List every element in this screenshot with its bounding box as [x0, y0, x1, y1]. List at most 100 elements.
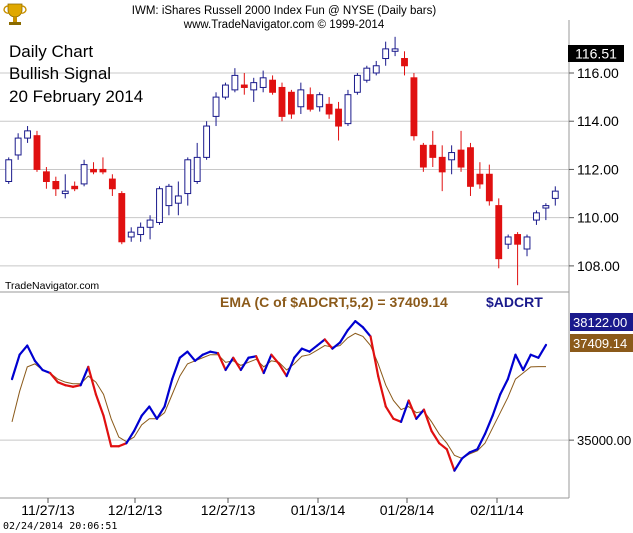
candle-up	[184, 159, 192, 195]
adcrt-line-segment	[323, 338, 334, 350]
adcrt-line-segment	[255, 355, 265, 375]
candle-up	[391, 48, 399, 52]
candle-up	[372, 65, 380, 74]
candle-down	[42, 171, 50, 182]
adcrt-line-segment	[117, 442, 128, 448]
candle-up	[363, 67, 371, 81]
candle-up	[551, 190, 559, 199]
indicator-tick-label: 35000.00	[577, 433, 631, 448]
adcrt-line-segment	[201, 350, 212, 356]
last-price-label: 116.51	[575, 46, 617, 62]
adcrt-line-segment	[407, 399, 418, 420]
adcrt-line-segment	[277, 362, 288, 378]
candle-up	[259, 77, 267, 88]
candle-down	[467, 147, 474, 187]
overlay-line-2: Bullish Signal	[9, 64, 111, 83]
candle-up	[533, 212, 540, 221]
adcrt-line-segment	[438, 442, 448, 451]
candle-up	[61, 190, 69, 195]
adcrt-line-segment	[354, 320, 365, 329]
adcrt-line-segment	[445, 448, 456, 472]
adcrt-line-segment	[293, 347, 303, 359]
adcrt-line-segment	[79, 365, 90, 387]
adcrt-line-segment	[224, 356, 235, 372]
candle-up	[212, 96, 220, 117]
adcrt-line-segment	[18, 344, 29, 356]
adcrt-line-segment	[415, 408, 426, 420]
candle-down	[335, 108, 342, 127]
adcrt-line-segment	[171, 356, 181, 381]
adcrt-line-segment	[239, 356, 250, 372]
copyright-text: www.TradeNavigator.com © 1999-2014	[183, 19, 385, 31]
candle-down	[325, 103, 333, 115]
candle-up	[137, 226, 145, 236]
adcrt-line-segment	[64, 384, 75, 388]
adcrt-line-segment	[514, 353, 525, 372]
adcrt-line-segment	[140, 405, 151, 417]
adcrt-line-segment	[460, 451, 471, 460]
adcrt-line-segment	[87, 365, 98, 396]
candle-down	[429, 144, 437, 158]
adcrt-line-segment	[338, 329, 349, 344]
ema-value-badge	[570, 334, 633, 352]
adcrt-line-segment	[33, 359, 44, 372]
candle-up	[353, 74, 361, 93]
adcrt-line-segment	[102, 414, 113, 448]
adcrt-line-segment	[247, 355, 258, 359]
adcrt-line-segment	[346, 320, 357, 332]
candle-down	[99, 168, 107, 173]
candle-up	[193, 156, 201, 182]
candle-up	[165, 185, 173, 207]
candle-up	[297, 89, 305, 108]
candle-up	[203, 125, 211, 158]
adcrt-value-badge	[570, 313, 633, 331]
adcrt-line-segment	[491, 393, 502, 417]
adcrt-line-segment	[369, 335, 380, 378]
last-price-badge	[568, 45, 624, 62]
ema-value-label: 37409.14	[573, 336, 627, 351]
adcrt-line-segment	[361, 326, 372, 338]
price-tick-label: 114.00	[577, 113, 619, 129]
candle-down	[90, 168, 97, 173]
candle-up	[174, 195, 182, 204]
adcrt-line-segment	[331, 341, 342, 350]
candle-up	[146, 219, 154, 228]
adcrt-line-segment	[193, 353, 204, 362]
candle-up	[448, 152, 456, 161]
candle-up	[382, 48, 390, 60]
candle-down	[401, 58, 408, 67]
adcrt-line-segment	[453, 457, 464, 472]
candlestick-series	[5, 36, 559, 286]
candle-up	[316, 94, 324, 108]
adcrt-line-segment	[384, 405, 395, 420]
candle-up	[231, 74, 239, 91]
adcrt-line-segment	[26, 344, 36, 362]
candle-down	[476, 173, 484, 185]
x-axis-ticks: 11/27/13 12/12/13 12/27/13 01/13/14 01/28/14…	[21, 498, 524, 518]
candle-up	[542, 205, 550, 209]
candle-up	[14, 137, 22, 156]
adcrt-line-segment	[186, 350, 197, 362]
price-axis-ticks: 108.00 110.00 112.00 114.00 116.00	[569, 65, 620, 274]
price-tick-label: 112.00	[577, 161, 619, 177]
candle-up	[523, 236, 531, 250]
adcrt-line-segment	[216, 352, 227, 372]
candle-up	[24, 130, 31, 139]
adcrt-line-segment	[71, 384, 82, 388]
adcrt-line-segment	[430, 429, 441, 445]
candle-down	[52, 180, 60, 190]
candle-up	[504, 236, 512, 245]
chart-title: IWM: iShares Russell 2000 Index Fun @ NY…	[132, 5, 437, 17]
candle-up	[80, 164, 88, 185]
candle-down	[71, 185, 79, 190]
adcrt-line-segment	[209, 350, 220, 355]
candle-up	[156, 188, 163, 223]
adcrt-line-segment	[483, 414, 494, 436]
adcrt-line-segment	[392, 417, 403, 423]
candle-down	[288, 91, 295, 115]
adcrt-line-segment	[41, 368, 52, 375]
candle-up	[222, 84, 229, 98]
adcrt-line-segment	[506, 353, 517, 381]
